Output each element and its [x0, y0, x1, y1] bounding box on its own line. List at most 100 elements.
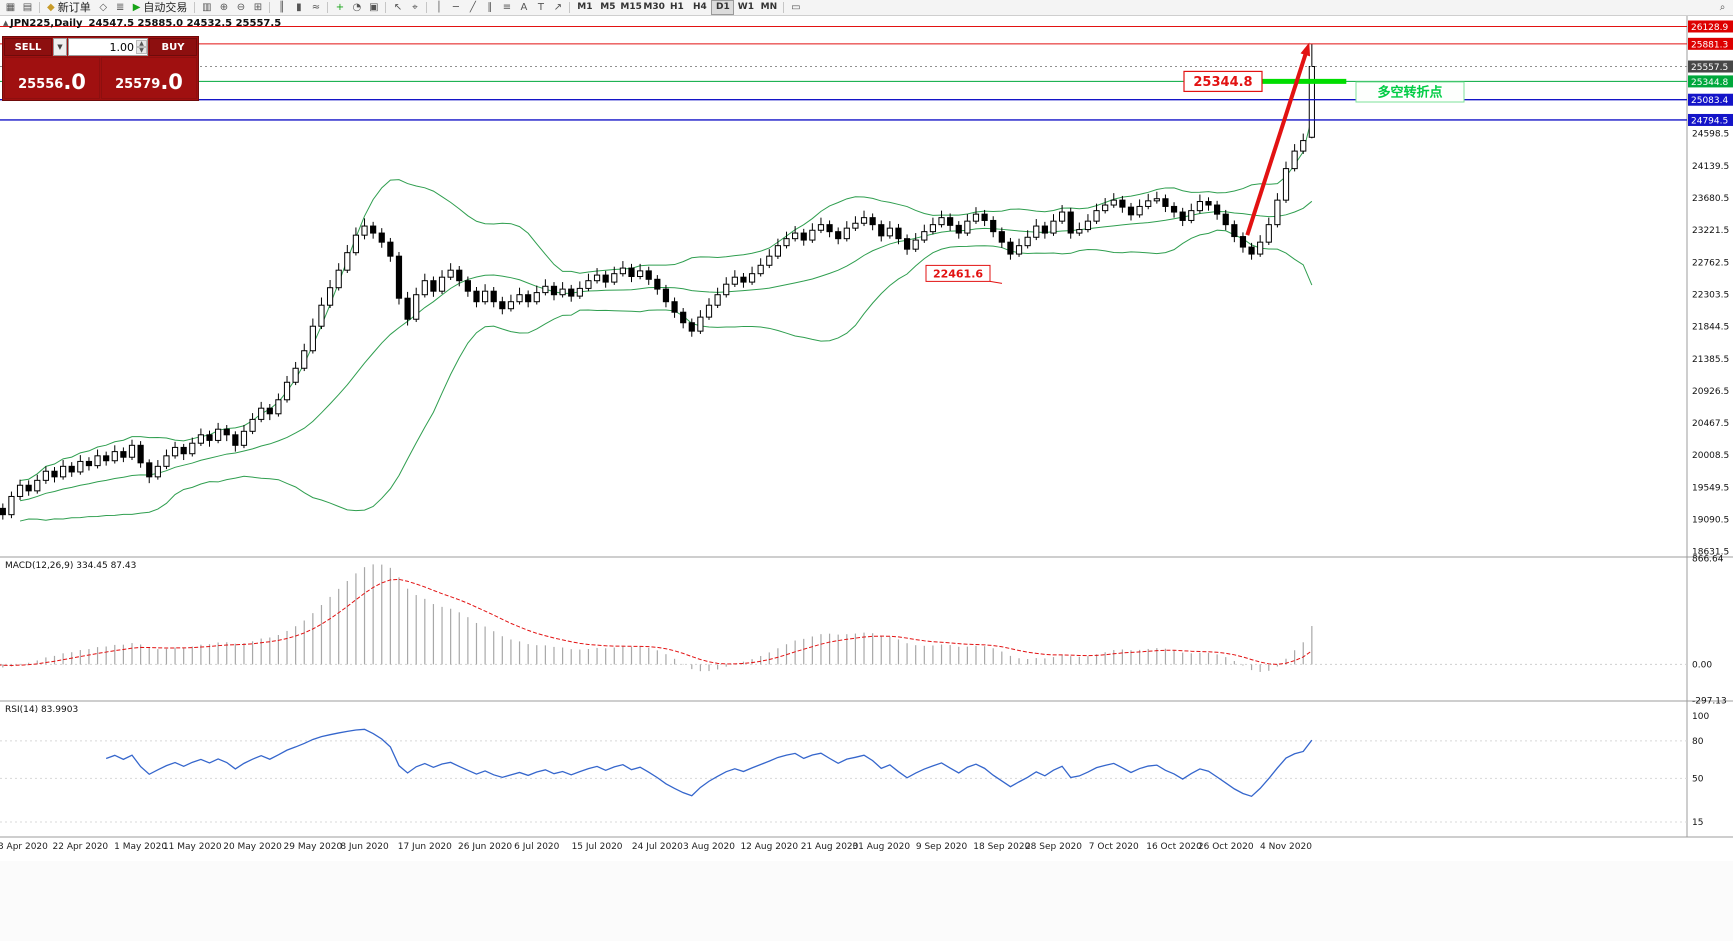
- profiles-icon: ▤: [22, 1, 33, 13]
- date-label: 16 Oct 2020: [1146, 842, 1202, 852]
- note-box[interactable]: [1355, 81, 1465, 103]
- timeframe-w1-button[interactable]: W1: [737, 2, 754, 12]
- sell-dropdown-icon[interactable]: ▼: [53, 38, 67, 56]
- search-button[interactable]: ⌕: [1719, 1, 1726, 13]
- timeframe-h1-button[interactable]: H1: [670, 2, 684, 12]
- timeframe-m1-button[interactable]: M1: [577, 2, 593, 12]
- buy-price-button[interactable]: 25579.0: [101, 57, 197, 99]
- indicators-button[interactable]: +: [331, 1, 348, 15]
- cursor-button[interactable]: ↖: [389, 1, 406, 15]
- market-watch-button[interactable]: ≣: [112, 1, 129, 15]
- templates-button[interactable]: ▣: [365, 1, 382, 15]
- price-tick-label: 24598.5: [1692, 130, 1729, 140]
- date-label: 29 May 2020: [284, 842, 343, 852]
- vertical-line-icon: │: [435, 1, 442, 13]
- date-label: 1 May 2020: [114, 842, 167, 852]
- timeframe-m15-button[interactable]: M15: [620, 2, 642, 12]
- autotrading-icon: ▶: [132, 1, 141, 13]
- timeframe-d1-button[interactable]: D1: [711, 0, 735, 15]
- volume-up-icon[interactable]: ▲: [136, 40, 147, 47]
- price-marker-label: 25083.4: [1691, 96, 1728, 106]
- date-label: 22 Apr 2020: [53, 842, 109, 852]
- price-marker-bg: [1688, 93, 1733, 106]
- arrows-button[interactable]: ↗: [549, 1, 566, 15]
- price-marker-bg: [1688, 37, 1733, 50]
- price-marker-label: 26128.9: [1691, 23, 1728, 33]
- chart-windows-button[interactable]: ▭: [787, 1, 804, 15]
- macd-histogram: [2, 564, 1313, 672]
- timeframe-h4-button[interactable]: H4: [693, 2, 707, 12]
- toolbar-separator: [385, 2, 387, 13]
- channel-button[interactable]: ∥: [481, 1, 498, 15]
- volume-input[interactable]: [69, 39, 136, 55]
- price-marker-bg: [1688, 20, 1733, 33]
- window-bottom-area: [0, 861, 1733, 941]
- text-icon: A: [520, 1, 528, 13]
- crosshair-button[interactable]: ⌖: [406, 1, 423, 15]
- periods-button[interactable]: ◔: [348, 1, 365, 15]
- annotations[interactable]: 25344.8 22461.6 多空转折点: [925, 70, 1465, 284]
- toolbar-separator: [194, 2, 196, 13]
- new-chart-button[interactable]: ▦: [2, 1, 19, 15]
- text-label-button[interactable]: T: [532, 1, 549, 15]
- macd-tick-label: -297.13: [1692, 697, 1727, 707]
- trade-panel-collapse-icon[interactable]: ▲: [3, 19, 9, 27]
- trend-arrow[interactable]: [1245, 42, 1311, 236]
- horizontal-line-button[interactable]: ─: [447, 1, 464, 15]
- zoom-out-button[interactable]: ⊖: [232, 1, 249, 15]
- price-tick-label: 19090.5: [1692, 516, 1729, 526]
- timeframe-m5-button[interactable]: M5: [600, 2, 616, 12]
- candlestick-series: [0, 43, 1315, 520]
- new-order-button[interactable]: ◆ 新订单: [43, 1, 95, 15]
- text-button[interactable]: A: [515, 1, 532, 15]
- volume-down-icon[interactable]: ▼: [136, 47, 147, 54]
- profiles-button[interactable]: ▤: [19, 1, 36, 15]
- rsi-panel: RSI(14) 83.9903: [5, 705, 1313, 798]
- price-tick-label: 21844.5: [1692, 323, 1729, 333]
- one-click-trading-panel: SELL ▼ ▲ ▼ BUY 25556.0 25579.0: [2, 36, 199, 101]
- chart-window[interactable]: MACD(12,26,9) 334.45 87.43 RSI(14) 83.990…: [0, 16, 1733, 861]
- sell-price-button[interactable]: 25556.0: [4, 57, 100, 99]
- price-tag-22461: 22461.6: [933, 267, 983, 280]
- price-tag-box[interactable]: [1183, 70, 1263, 93]
- channel-icon: ∥: [487, 1, 493, 13]
- price-tick-label: 23680.5: [1692, 194, 1729, 204]
- price-tick-label: 20926.5: [1692, 387, 1729, 397]
- autotrading-button[interactable]: ▶ 自动交易: [129, 1, 192, 15]
- tile-windows-button[interactable]: ▥: [198, 1, 215, 15]
- date-label: 7 Oct 2020: [1089, 842, 1139, 852]
- price-tick-label: 20008.5: [1692, 451, 1729, 461]
- candlestick-chart-button[interactable]: ▮: [290, 1, 307, 15]
- date-label: 9 Sep 2020: [916, 842, 968, 852]
- zoom-in-button[interactable]: ⊕: [215, 1, 232, 15]
- toolbar-separator: [783, 2, 785, 13]
- grid-button[interactable]: ⊞: [249, 1, 266, 15]
- sell-button[interactable]: SELL: [4, 38, 52, 56]
- price-tick-label: 18631.5: [1692, 548, 1729, 558]
- rsi-tick-label: 80: [1692, 737, 1704, 747]
- date-label: 20 May 2020: [223, 842, 282, 852]
- price-tag-box[interactable]: [925, 264, 991, 282]
- price-marker-bg: [1688, 75, 1733, 88]
- date-label: 28 Sep 2020: [1025, 842, 1082, 852]
- horizontal-line-icon: ─: [452, 1, 459, 13]
- price-marker-label: 25344.8: [1691, 78, 1728, 88]
- macd-label: MACD(12,26,9) 334.45 87.43: [5, 561, 136, 571]
- volume-field-wrap: ▲ ▼: [68, 38, 148, 56]
- market-watch-icon: ≣: [116, 1, 125, 13]
- bar-chart-button[interactable]: ║: [273, 1, 290, 15]
- timeframe-m30-button[interactable]: M30: [643, 2, 665, 12]
- buy-button[interactable]: BUY: [149, 38, 197, 56]
- price-chart[interactable]: MACD(12,26,9) 334.45 87.43 RSI(14) 83.990…: [0, 16, 1733, 861]
- vertical-line-button[interactable]: │: [430, 1, 447, 15]
- rsi-label: RSI(14) 83.9903: [5, 705, 78, 715]
- metaeditor-button[interactable]: ◇: [95, 1, 112, 15]
- fibonacci-button[interactable]: ≡: [498, 1, 515, 15]
- buy-price-tail: .0: [160, 70, 183, 94]
- line-chart-button[interactable]: ≈: [307, 1, 324, 15]
- toolbar-right-group: ⌕: [1714, 1, 1731, 15]
- trendline-button[interactable]: ╱: [464, 1, 481, 15]
- timeframe-mn-button[interactable]: MN: [760, 2, 778, 12]
- price-axis: 24598.5 24139.5 23680.5 23221.5 22762.5 22303…: [1688, 20, 1733, 828]
